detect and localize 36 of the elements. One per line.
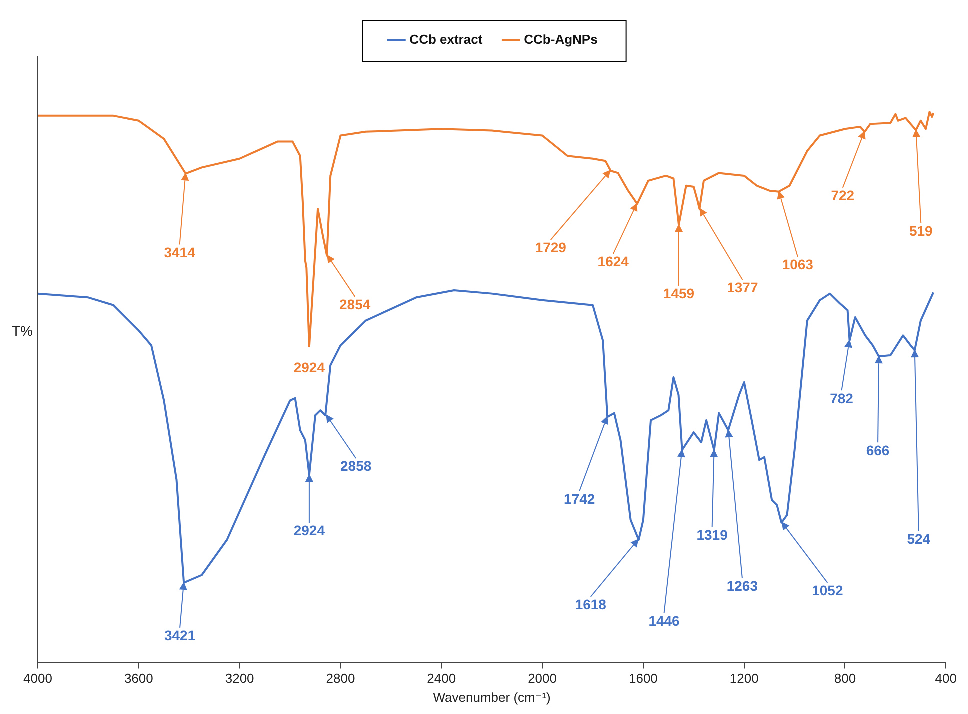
annotation: 1729: [535, 240, 567, 256]
x-tick-label: 2400: [427, 671, 456, 686]
x-tick-label: 400: [935, 671, 958, 686]
annotation: 1459: [663, 286, 695, 302]
annotation: 1319: [696, 526, 728, 543]
y-axis-title: T%: [12, 323, 33, 340]
annotation: 1063: [782, 256, 814, 273]
x-tick-label: 4000: [24, 671, 52, 686]
annotation: 2924: [294, 359, 326, 376]
annotation: 3414: [164, 244, 196, 260]
annotation: 524: [907, 531, 931, 548]
legend-label: CCb-AgNPs: [524, 32, 598, 48]
annotation: 2854: [340, 296, 371, 313]
annotation: 722: [831, 188, 855, 204]
x-tick-label: 1600: [628, 671, 658, 686]
annotation: 666: [866, 442, 890, 458]
x-axis-title: Wavenumber (cm⁻¹): [433, 690, 551, 705]
annotation: 1618: [575, 596, 607, 613]
annotation: 3421: [164, 628, 196, 644]
annotation: 2924: [294, 522, 326, 539]
x-tick-label: 2800: [326, 671, 356, 686]
x-tick-label: 3200: [225, 671, 254, 686]
x-tick-label: 1200: [730, 671, 759, 686]
annotation: 519: [909, 222, 934, 239]
annotation: 1624: [598, 254, 630, 270]
annotation: 1263: [726, 578, 758, 594]
annotation: 2858: [340, 458, 372, 474]
x-tick-label: 2000: [528, 671, 557, 686]
x-tick-label: 3600: [124, 671, 154, 686]
annotation: 782: [830, 390, 854, 406]
x-tick-label: 800: [834, 671, 856, 686]
annotation: 1052: [812, 582, 844, 599]
annotation: 1377: [727, 280, 758, 296]
legend-label: CCb extract: [410, 32, 484, 48]
annotation: 1742: [564, 490, 596, 507]
annotation: 1446: [648, 612, 680, 629]
